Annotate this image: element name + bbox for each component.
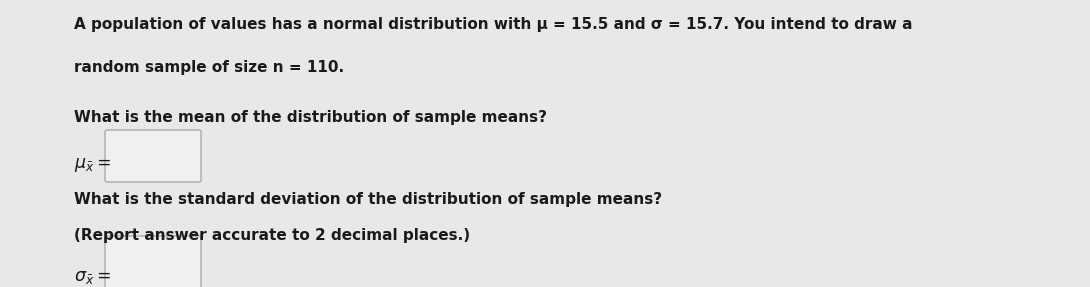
Text: random sample of size n = 110.: random sample of size n = 110. [74, 60, 344, 75]
Text: $\mu_{\bar{x}}=$: $\mu_{\bar{x}}=$ [74, 156, 111, 174]
Text: A population of values has a normal distribution with μ = 15.5 and σ = 15.7. You: A population of values has a normal dist… [74, 17, 912, 32]
Text: (Report answer accurate to 2 decimal places.): (Report answer accurate to 2 decimal pla… [74, 228, 470, 243]
Text: What is the standard deviation of the distribution of sample means?: What is the standard deviation of the di… [74, 192, 663, 207]
FancyBboxPatch shape [105, 130, 201, 182]
Text: What is the mean of the distribution of sample means?: What is the mean of the distribution of … [74, 110, 547, 125]
FancyBboxPatch shape [105, 236, 201, 287]
Text: $\sigma_{\bar{x}}=$: $\sigma_{\bar{x}}=$ [74, 268, 111, 286]
